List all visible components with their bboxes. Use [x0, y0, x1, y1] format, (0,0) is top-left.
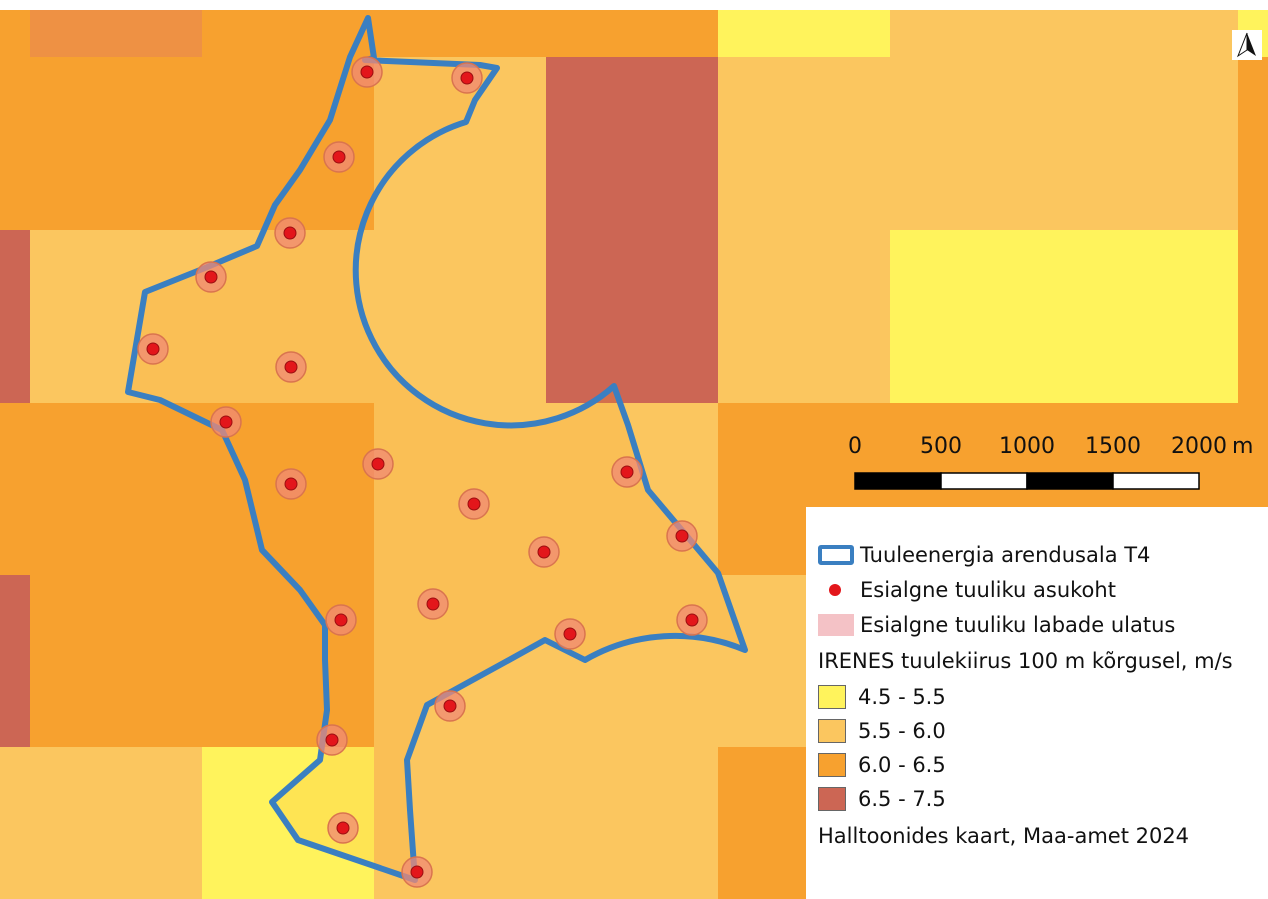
raster-cell	[0, 575, 30, 747]
class-swatch	[818, 753, 846, 777]
raster-cell	[30, 10, 202, 57]
raster-cell	[374, 10, 546, 57]
scale-bar: 0 500 1000 1500 2000 m	[848, 434, 1253, 490]
basemap-credit: Halltoonides kaart, Maa-amet 2024	[818, 824, 1190, 848]
turbine-dot	[460, 71, 474, 85]
turbine-dot	[336, 821, 350, 835]
legend-label: Esialgne tuuliku labade ulatus	[860, 612, 1176, 637]
turbine-dot	[563, 627, 577, 641]
legend-label: Esialgne tuuliku asukoht	[860, 577, 1116, 602]
turbine-dot	[219, 415, 233, 429]
scale-label: 2000	[1171, 434, 1227, 459]
raster-cell	[890, 10, 1062, 57]
raster-cell	[30, 747, 202, 899]
scale-label: 0	[848, 434, 862, 459]
raster-cell	[1062, 230, 1238, 403]
class-label: 6.0 - 6.5	[858, 753, 946, 777]
legend-class-4: 6.5 - 7.5	[818, 782, 1268, 816]
class-swatch	[818, 719, 846, 743]
legend-class-3: 6.0 - 6.5	[818, 748, 1268, 782]
raster-cell	[0, 10, 30, 57]
turbine-dot	[284, 360, 298, 374]
turbine-dot	[685, 613, 699, 627]
raster-cell	[30, 403, 202, 575]
class-label: 6.5 - 7.5	[858, 787, 946, 811]
legend-item-development-area: Tuuleenergia arendusala T4	[818, 537, 1268, 572]
raster-cell	[1062, 10, 1238, 57]
map-legend: Tuuleenergia arendusala T4 Esialgne tuul…	[806, 507, 1268, 899]
raster-cell	[0, 747, 30, 899]
legend-item-turbine-location: Esialgne tuuliku asukoht	[818, 572, 1268, 607]
legend-class-2: 5.5 - 6.0	[818, 714, 1268, 748]
class-swatch	[818, 685, 846, 709]
raster-cell	[546, 747, 718, 899]
turbine-dot	[204, 270, 218, 284]
turbine-dot	[334, 613, 348, 627]
turbine-dot	[146, 342, 160, 356]
raster-cell	[718, 230, 890, 403]
turbine-dot	[537, 545, 551, 559]
raster-cell	[546, 10, 718, 57]
raster-cell	[30, 230, 202, 403]
raster-legend-title: IRENES tuulekiirus 100 m kõrgusel, m/s	[818, 649, 1233, 673]
raster-cell	[1062, 57, 1238, 230]
turbine-dot	[371, 457, 385, 471]
turbine-dot	[332, 150, 346, 164]
turbine-dot	[410, 865, 424, 879]
raster-cell	[546, 230, 718, 403]
turbine-dot	[443, 699, 457, 713]
pink-fill-icon	[818, 610, 860, 640]
raster-cell	[890, 57, 1062, 230]
raster-cell	[374, 230, 546, 403]
raster-cell	[1238, 230, 1268, 403]
north-arrow-icon	[1232, 30, 1262, 60]
turbine-dot	[675, 529, 689, 543]
raster-cell	[546, 57, 718, 230]
legend-label: Tuuleenergia arendusala T4	[860, 542, 1151, 567]
scale-label: 500	[920, 434, 962, 459]
turbine-dot	[325, 733, 339, 747]
raster-cell	[0, 403, 30, 575]
legend-class-1: 4.5 - 5.5	[818, 680, 1268, 714]
raster-cell	[30, 575, 202, 747]
raster-cell	[0, 230, 30, 403]
raster-cell	[1238, 57, 1268, 230]
outline-polygon-icon	[818, 540, 860, 570]
turbine-locations	[137, 56, 708, 888]
class-label: 5.5 - 6.0	[858, 719, 946, 743]
turbine-dot	[360, 65, 374, 79]
turbine-dot	[284, 477, 298, 491]
scale-segment	[854, 472, 942, 490]
legend-item-blade-reach: Esialgne tuuliku labade ulatus	[818, 607, 1268, 642]
class-label: 4.5 - 5.5	[858, 685, 946, 709]
red-dot-icon	[818, 575, 860, 605]
class-swatch	[818, 787, 846, 811]
raster-cell	[30, 57, 202, 230]
raster-cell	[374, 403, 546, 575]
scale-segment	[940, 472, 1028, 490]
scale-segment	[1026, 472, 1114, 490]
turbine-dot	[283, 226, 297, 240]
scale-label: 1000	[999, 434, 1055, 459]
raster-cell	[546, 575, 718, 747]
raster-cell	[718, 10, 890, 57]
scale-segment	[1112, 472, 1200, 490]
turbine-dot	[426, 597, 440, 611]
turbine-dot	[620, 465, 634, 479]
raster-cell	[202, 575, 374, 747]
turbine-dot	[467, 497, 481, 511]
raster-cell	[374, 575, 546, 747]
raster-cell	[0, 57, 30, 230]
scale-unit: m	[1232, 434, 1253, 459]
raster-cell	[890, 230, 1062, 403]
scale-label: 1500	[1085, 434, 1141, 459]
raster-cell	[718, 57, 890, 230]
raster-cell	[202, 10, 374, 57]
